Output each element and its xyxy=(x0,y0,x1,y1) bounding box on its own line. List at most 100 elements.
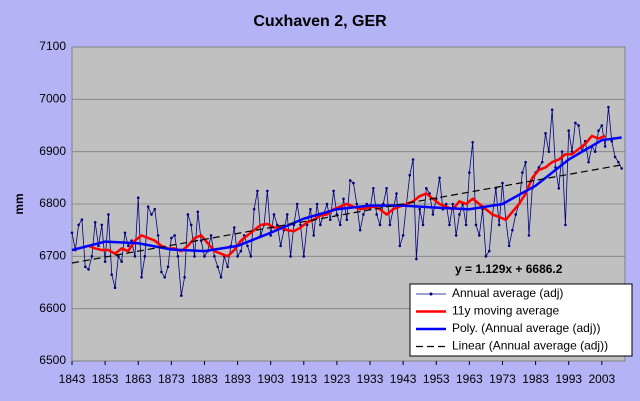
point xyxy=(103,260,107,263)
point xyxy=(507,244,511,248)
point xyxy=(153,207,157,211)
y-tick-label: 6500 xyxy=(39,353,66,367)
y-tick-label: 6700 xyxy=(39,249,66,263)
y-tick-label: 7000 xyxy=(39,92,66,106)
point xyxy=(143,255,147,258)
point xyxy=(120,260,123,263)
point xyxy=(537,166,541,169)
legend-marker xyxy=(429,292,433,296)
x-tick-label: 1903 xyxy=(257,372,284,386)
point xyxy=(295,202,299,206)
point xyxy=(375,213,378,216)
point xyxy=(100,223,104,227)
point xyxy=(557,187,561,190)
point xyxy=(97,244,100,248)
point xyxy=(107,213,110,216)
x-tick-label: 1943 xyxy=(390,372,417,386)
legend-label: Linear (Annual average (adj)) xyxy=(452,339,608,353)
point xyxy=(319,223,322,227)
point xyxy=(544,132,547,135)
point xyxy=(146,205,150,208)
point xyxy=(620,167,623,170)
point xyxy=(279,244,282,248)
point xyxy=(613,155,617,159)
point xyxy=(179,294,183,297)
point xyxy=(593,150,597,153)
point xyxy=(246,244,249,248)
point xyxy=(587,160,590,164)
point xyxy=(348,179,352,182)
x-tick-label: 1953 xyxy=(423,372,450,386)
point xyxy=(249,255,253,258)
point xyxy=(160,270,163,274)
point xyxy=(610,139,614,143)
legend-label: 11y moving average xyxy=(452,304,560,318)
point xyxy=(315,202,319,206)
point xyxy=(133,255,137,258)
x-tick-label: 1873 xyxy=(158,372,185,386)
y-tick-label: 6800 xyxy=(39,196,66,210)
point xyxy=(213,255,216,258)
point xyxy=(477,234,481,237)
point xyxy=(514,213,518,216)
point xyxy=(388,223,392,227)
point xyxy=(401,234,405,237)
x-tick-label: 1983 xyxy=(522,372,549,386)
point xyxy=(358,228,362,232)
point xyxy=(189,223,193,227)
point xyxy=(342,197,345,201)
x-tick-label: 1843 xyxy=(59,372,86,386)
point xyxy=(385,187,388,190)
point xyxy=(547,150,551,153)
point xyxy=(564,223,567,227)
point xyxy=(163,275,167,279)
point xyxy=(216,265,220,269)
x-tick-label: 1853 xyxy=(92,372,119,386)
point xyxy=(372,187,375,190)
point xyxy=(87,268,90,271)
point xyxy=(617,160,620,164)
series-line xyxy=(71,136,622,253)
x-tick-label: 1933 xyxy=(357,372,384,386)
point xyxy=(418,207,421,211)
point xyxy=(272,213,276,216)
point xyxy=(136,196,140,200)
point xyxy=(471,140,474,144)
y-axis-label: mm xyxy=(12,193,26,214)
point xyxy=(199,239,203,242)
legend-label: Annual average (adj) xyxy=(452,286,563,300)
series-line xyxy=(71,164,622,264)
x-tick-label: 2003 xyxy=(588,372,615,386)
point xyxy=(411,158,415,161)
point xyxy=(527,234,531,237)
legend-label: Poly. (Annual average (adj)) xyxy=(452,321,601,335)
x-tick-label: 1883 xyxy=(191,372,218,386)
point xyxy=(196,210,200,214)
point xyxy=(550,108,554,112)
point xyxy=(458,213,461,216)
point xyxy=(219,275,223,279)
point xyxy=(176,255,180,258)
point xyxy=(93,221,97,224)
point xyxy=(501,181,504,185)
point xyxy=(183,275,186,279)
point xyxy=(378,223,382,227)
point xyxy=(464,223,468,227)
point xyxy=(113,286,117,290)
point xyxy=(256,189,259,193)
point xyxy=(236,255,239,258)
point xyxy=(276,223,279,227)
x-tick-label: 1913 xyxy=(290,372,317,386)
point xyxy=(560,150,564,153)
legend-box xyxy=(409,283,633,357)
point xyxy=(487,249,491,253)
point xyxy=(166,265,170,269)
point xyxy=(577,124,580,127)
point xyxy=(332,189,335,193)
point xyxy=(468,171,471,174)
point xyxy=(395,192,398,195)
x-tick-label: 1893 xyxy=(224,372,251,386)
point xyxy=(444,202,448,206)
point xyxy=(524,160,527,164)
point xyxy=(421,223,425,227)
